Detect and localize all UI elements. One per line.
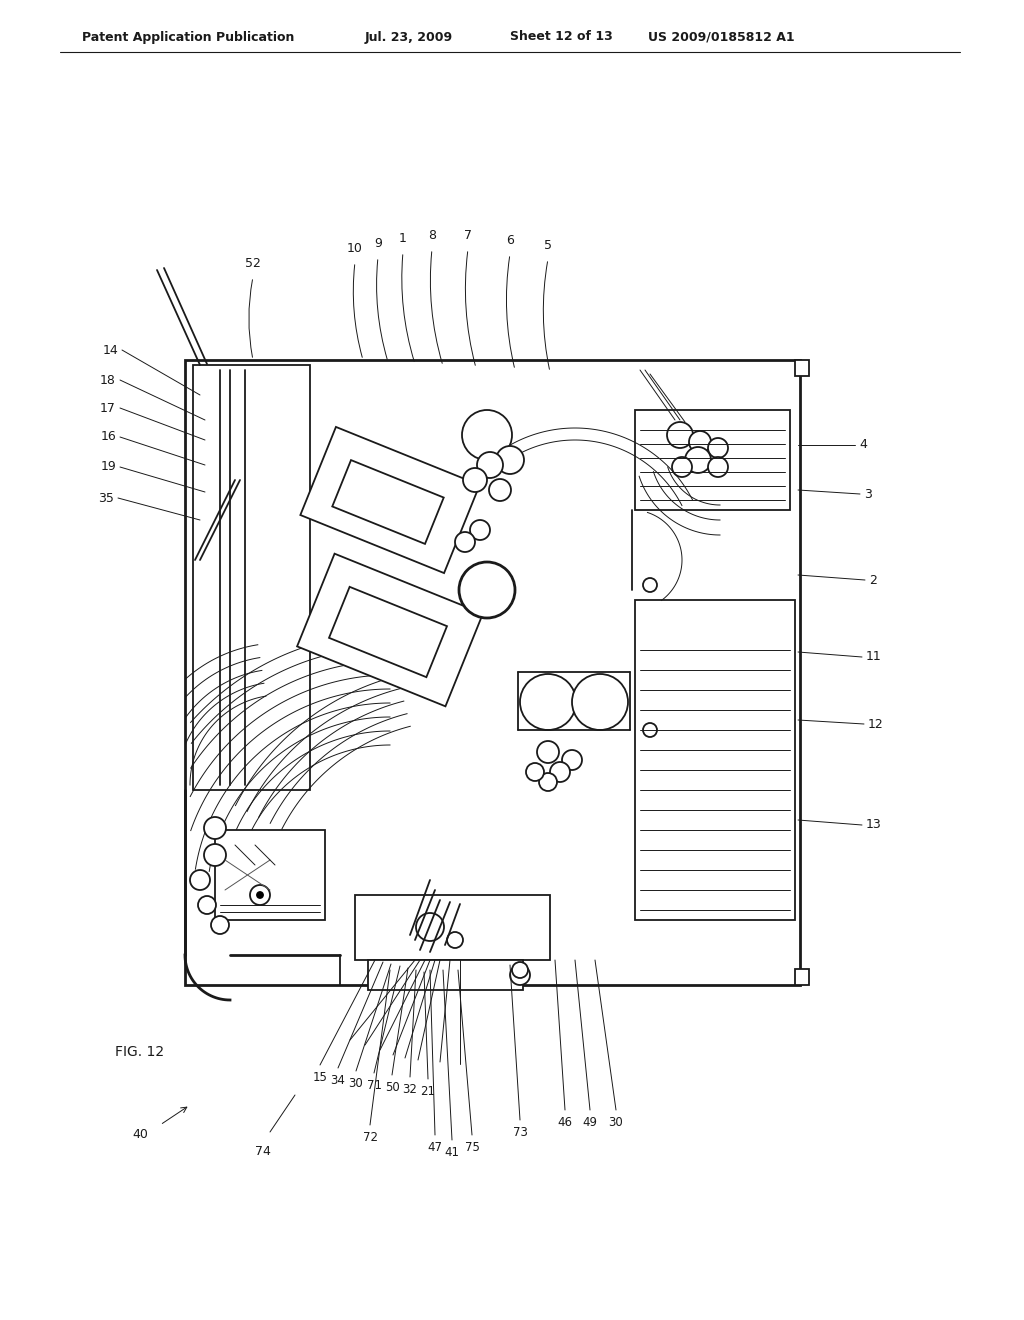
Polygon shape	[297, 553, 483, 706]
Circle shape	[550, 762, 570, 781]
Circle shape	[250, 884, 270, 906]
Bar	[795, 969, 809, 985]
Circle shape	[204, 843, 226, 866]
Text: 3: 3	[864, 487, 871, 500]
Text: 49: 49	[583, 1115, 597, 1129]
Text: 11: 11	[866, 651, 882, 664]
Text: 1: 1	[399, 232, 407, 246]
Text: 18: 18	[100, 374, 116, 387]
Bar	[795, 360, 809, 376]
Circle shape	[708, 438, 728, 458]
Bar	[185, 360, 800, 985]
Circle shape	[672, 457, 692, 477]
Text: 12: 12	[868, 718, 884, 730]
Circle shape	[539, 774, 557, 791]
Text: Sheet 12 of 13: Sheet 12 of 13	[510, 30, 612, 44]
Circle shape	[496, 446, 524, 474]
Text: 34: 34	[331, 1074, 345, 1086]
Circle shape	[667, 422, 693, 447]
Circle shape	[708, 457, 728, 477]
Text: 32: 32	[402, 1082, 418, 1096]
Bar	[368, 960, 523, 990]
Text: 4: 4	[859, 438, 867, 451]
Polygon shape	[300, 426, 479, 573]
Circle shape	[526, 763, 544, 781]
Text: 50: 50	[385, 1081, 399, 1094]
Text: 47: 47	[427, 1140, 442, 1154]
Circle shape	[489, 479, 511, 502]
Circle shape	[462, 411, 512, 459]
Text: 30: 30	[608, 1115, 624, 1129]
Text: 6: 6	[506, 234, 514, 247]
Circle shape	[190, 870, 210, 890]
Bar	[193, 366, 310, 789]
Bar	[355, 895, 550, 960]
Text: 71: 71	[367, 1078, 382, 1092]
Bar	[215, 830, 325, 920]
Circle shape	[204, 817, 226, 840]
Circle shape	[685, 447, 711, 473]
Text: US 2009/0185812 A1: US 2009/0185812 A1	[648, 30, 795, 44]
Text: 7: 7	[464, 228, 472, 242]
Circle shape	[477, 451, 503, 478]
Text: 15: 15	[312, 1071, 328, 1084]
Circle shape	[257, 892, 263, 898]
Circle shape	[459, 562, 515, 618]
Text: 9: 9	[374, 238, 382, 249]
Text: 8: 8	[428, 228, 436, 242]
Text: 14: 14	[102, 343, 118, 356]
Text: 46: 46	[557, 1115, 572, 1129]
Text: 19: 19	[100, 461, 116, 474]
Text: 40: 40	[132, 1129, 148, 1142]
Circle shape	[510, 965, 530, 985]
Text: 74: 74	[255, 1144, 271, 1158]
Bar	[635, 601, 795, 920]
Text: 17: 17	[100, 401, 116, 414]
Text: 5: 5	[544, 239, 552, 252]
Text: 16: 16	[100, 430, 116, 444]
Text: FIG. 12: FIG. 12	[115, 1045, 164, 1059]
Text: 72: 72	[362, 1131, 378, 1144]
Circle shape	[416, 913, 444, 941]
Text: Jul. 23, 2009: Jul. 23, 2009	[365, 30, 454, 44]
Circle shape	[211, 916, 229, 935]
Polygon shape	[332, 461, 443, 544]
Text: 13: 13	[866, 818, 882, 832]
Circle shape	[520, 675, 575, 730]
Text: 41: 41	[444, 1146, 460, 1159]
Text: 73: 73	[513, 1126, 527, 1139]
Circle shape	[562, 750, 582, 770]
Circle shape	[198, 896, 216, 913]
Bar	[635, 411, 790, 510]
Text: 21: 21	[421, 1085, 435, 1098]
Polygon shape	[329, 587, 447, 677]
Text: 30: 30	[348, 1077, 364, 1090]
Text: 52: 52	[245, 257, 261, 271]
Circle shape	[572, 675, 628, 730]
Circle shape	[455, 532, 475, 552]
Circle shape	[447, 932, 463, 948]
Circle shape	[512, 962, 528, 978]
Circle shape	[689, 432, 711, 453]
Circle shape	[463, 469, 487, 492]
Circle shape	[643, 578, 657, 591]
Circle shape	[537, 741, 559, 763]
Text: 2: 2	[869, 573, 877, 586]
Text: 75: 75	[465, 1140, 479, 1154]
Circle shape	[643, 723, 657, 737]
Circle shape	[470, 520, 490, 540]
Text: 35: 35	[98, 491, 114, 504]
Text: Patent Application Publication: Patent Application Publication	[82, 30, 294, 44]
Text: 10: 10	[347, 242, 362, 255]
